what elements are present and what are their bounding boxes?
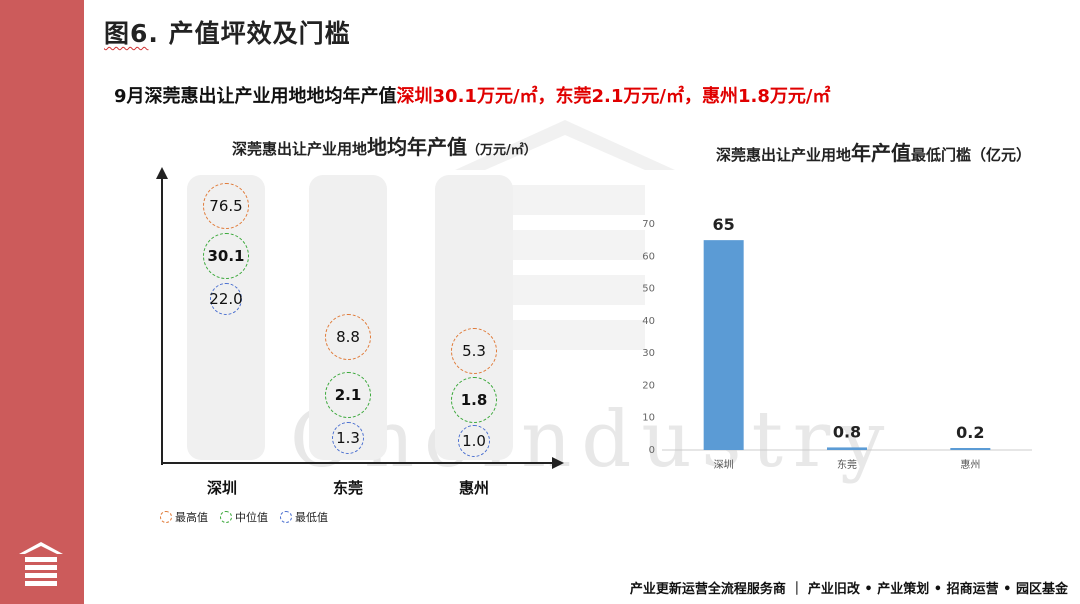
median-value: 1.8: [451, 377, 497, 423]
footer-tagline: 产业更新运营全流程服务商 ｜ 产业旧改 • 产业策划 • 招商运营 • 园区基金: [629, 582, 1068, 597]
right-chart-title-main: 年产值: [851, 141, 912, 165]
headline: 9月深莞惠出让产业用地地均年产值深圳30.1万元/㎡，东莞2.1万元/㎡，惠州1…: [114, 82, 830, 108]
category-label: 惠州: [458, 479, 489, 497]
x-tick-label: 惠州: [960, 458, 980, 471]
left-accent-bar: [0, 0, 84, 604]
max-value: 8.8: [325, 314, 371, 360]
right-chart-title-prefix: 深莞惠出让产业用地: [716, 146, 852, 164]
left-chart-legend: 最高值 中位值 最低值: [160, 509, 328, 525]
legend-item-min: 最低值: [280, 509, 328, 525]
category-label: 东莞: [332, 479, 363, 497]
title-figure-number: 图6: [104, 19, 149, 48]
title-text: . 产值坪效及门槛: [148, 19, 351, 48]
right-chart-title-suffix: 最低门槛（亿元）: [911, 146, 1032, 164]
brand-logo-icon: [19, 542, 63, 586]
legend-item-max: 最高值: [160, 509, 208, 525]
y-tick-label: 20: [642, 380, 655, 391]
page-title: 图6. 产值坪效及门槛: [104, 14, 351, 50]
legend-label: 最低值: [295, 511, 328, 524]
data-label: 65: [713, 215, 735, 234]
bar: [950, 448, 991, 450]
max-value: 5.3: [451, 328, 497, 374]
min-value: 1.3: [332, 422, 364, 454]
left-chart-title-main: 地均年产值: [367, 135, 468, 159]
legend-label: 中位值: [235, 511, 268, 524]
median-value: 2.1: [325, 372, 371, 418]
max-value: 76.5: [203, 183, 249, 229]
legend-item-median: 中位值: [220, 509, 268, 525]
land-output-chart: 76.5 30.1 22.0 8.8 2.1 1.3 5.3 1.8 1.0 深…: [140, 165, 580, 497]
legend-swatch-max: [160, 511, 172, 523]
left-chart-title-unit: （万元/㎡）: [467, 143, 537, 158]
watermark-text: OneIndustry: [290, 395, 895, 485]
min-value: 1.0: [458, 425, 490, 457]
category-label: 深圳: [206, 479, 237, 497]
left-chart-title: 深莞惠出让产业用地地均年产值（万元/㎡）: [232, 131, 537, 160]
data-label: 0.2: [956, 423, 984, 442]
headline-prefix: 9月深莞惠出让产业用地地均年产值: [114, 86, 397, 107]
chart-axes: [156, 167, 564, 469]
headline-highlight: 深圳30.1万元/㎡，东莞2.1万元/㎡，惠州1.8万元/㎡: [396, 86, 831, 107]
legend-label: 最高值: [175, 511, 208, 524]
legend-swatch-median: [220, 511, 232, 523]
min-value: 22.0: [209, 283, 243, 315]
right-chart-title: 深莞惠出让产业用地年产值最低门槛（亿元）: [716, 137, 1031, 166]
left-chart-title-prefix: 深莞惠出让产业用地: [232, 140, 368, 158]
median-value: 30.1: [203, 233, 249, 279]
legend-swatch-min: [280, 511, 292, 523]
